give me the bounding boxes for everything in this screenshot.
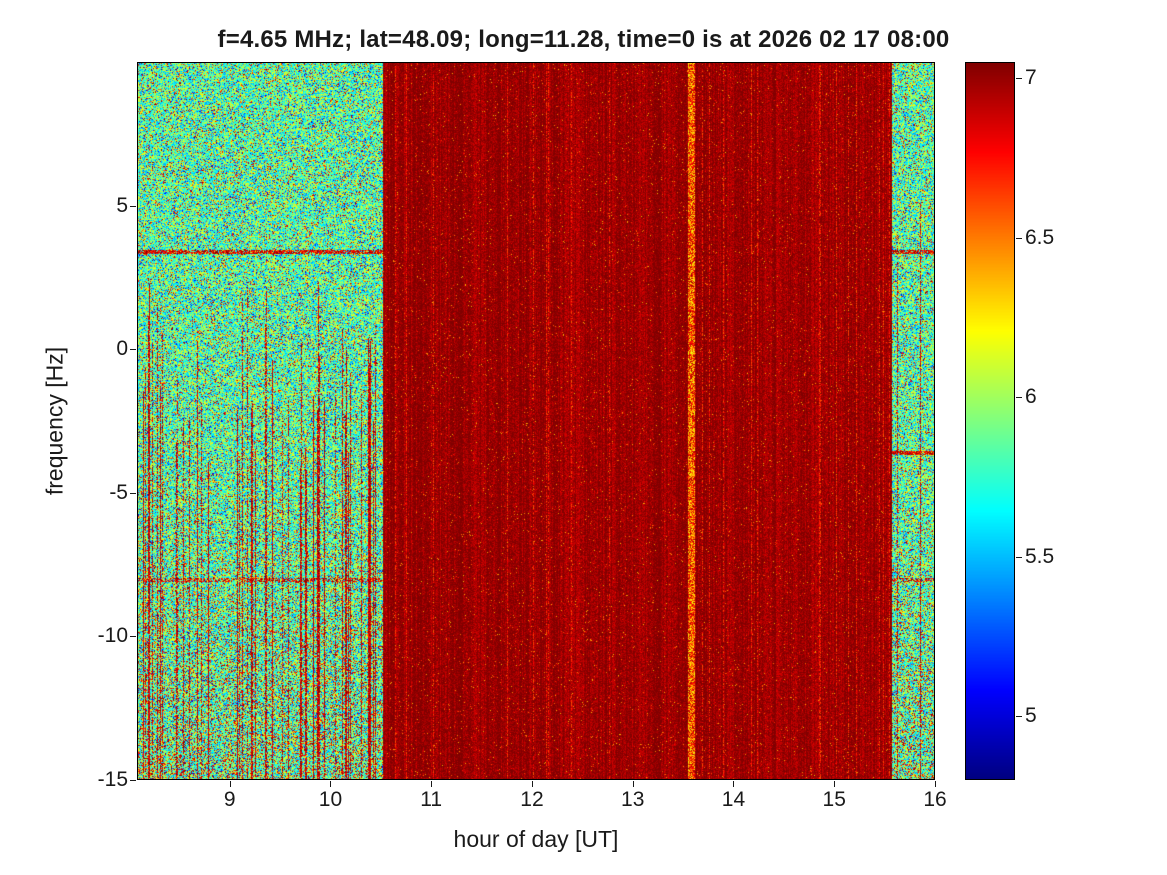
colorbar <box>965 62 1015 780</box>
y-axis-label: frequency [Hz] <box>41 346 68 496</box>
colorbar-tick-mark <box>1016 556 1022 558</box>
x-tick-label: 16 <box>923 788 947 811</box>
y-tick-mark <box>130 636 136 638</box>
colorbar-tick-label: 7 <box>1025 65 1037 89</box>
spectrogram-heatmap <box>137 62 935 780</box>
x-tick-mark <box>531 781 533 787</box>
x-tick-mark <box>229 781 231 787</box>
y-tick-mark <box>130 349 136 351</box>
x-tick-mark <box>733 781 735 787</box>
y-tick-mark <box>130 780 136 781</box>
chart-title: f=4.65 MHz; lat=48.09; long=11.28, time=… <box>217 26 950 53</box>
colorbar-tick-mark <box>1016 77 1022 79</box>
x-tick-label: 14 <box>721 788 746 811</box>
x-tick-mark <box>431 781 433 787</box>
y-tick-label: 5 <box>116 193 128 217</box>
x-tick-mark <box>632 781 634 787</box>
y-tick-label: 0 <box>116 337 128 361</box>
colorbar-tick-label: 6 <box>1025 385 1037 409</box>
y-tick-label: -15 <box>97 768 128 791</box>
colorbar-tick-label: 5 <box>1025 704 1037 728</box>
y-tick-mark <box>130 205 136 207</box>
x-tick-mark <box>834 781 836 787</box>
x-tick-mark <box>935 781 936 787</box>
colorbar-tick-mark <box>1016 237 1022 239</box>
x-tick-label: 13 <box>621 788 645 811</box>
x-tick-label: 11 <box>420 788 443 811</box>
colorbar-tick-label: 6.5 <box>1025 225 1055 249</box>
x-tick-mark <box>330 781 332 787</box>
x-axis-label: hour of day [UT] <box>453 826 619 852</box>
x-tick-label: 9 <box>223 788 236 811</box>
y-tick-label: -10 <box>97 624 128 648</box>
colorbar-tick-mark <box>1016 397 1022 399</box>
y-tick-mark <box>130 492 136 494</box>
colorbar-tick-mark <box>1016 716 1022 718</box>
x-tick-label: 10 <box>318 788 343 811</box>
colorbar-tick-label: 5.5 <box>1025 544 1055 568</box>
y-tick-label: -5 <box>109 480 128 504</box>
x-tick-label: 12 <box>520 788 544 811</box>
x-tick-label: 15 <box>822 788 846 811</box>
